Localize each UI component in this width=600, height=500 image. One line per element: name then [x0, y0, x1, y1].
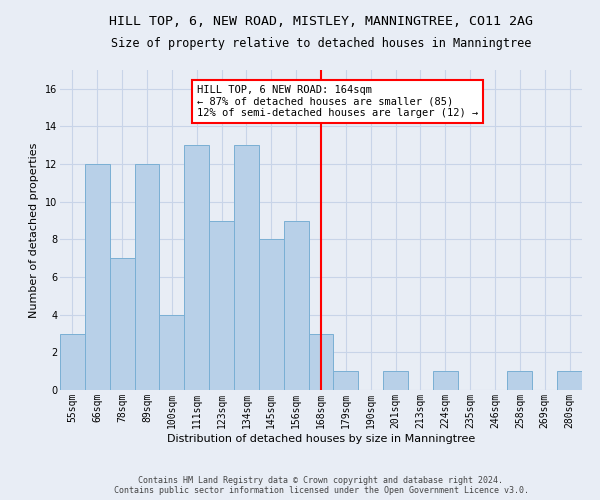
Bar [433, 371, 458, 390]
Bar [383, 371, 408, 390]
Bar [508, 371, 532, 390]
Text: HILL TOP, 6 NEW ROAD: 164sqm
← 87% of detached houses are smaller (85)
12% of se: HILL TOP, 6 NEW ROAD: 164sqm ← 87% of de… [197, 85, 478, 118]
Bar [284, 220, 308, 390]
Text: Size of property relative to detached houses in Manningtree: Size of property relative to detached ho… [111, 38, 531, 51]
Bar [308, 334, 334, 390]
Bar [60, 334, 85, 390]
Bar [110, 258, 134, 390]
Bar [259, 240, 284, 390]
Bar [85, 164, 110, 390]
Text: HILL TOP, 6, NEW ROAD, MISTLEY, MANNINGTREE, CO11 2AG: HILL TOP, 6, NEW ROAD, MISTLEY, MANNINGT… [109, 15, 533, 28]
Bar [160, 314, 184, 390]
Bar [184, 146, 209, 390]
Text: Contains HM Land Registry data © Crown copyright and database right 2024.
Contai: Contains HM Land Registry data © Crown c… [113, 476, 529, 495]
Bar [234, 146, 259, 390]
X-axis label: Distribution of detached houses by size in Manningtree: Distribution of detached houses by size … [167, 434, 475, 444]
Bar [134, 164, 160, 390]
Bar [209, 220, 234, 390]
Bar [557, 371, 582, 390]
Bar [334, 371, 358, 390]
Y-axis label: Number of detached properties: Number of detached properties [29, 142, 39, 318]
